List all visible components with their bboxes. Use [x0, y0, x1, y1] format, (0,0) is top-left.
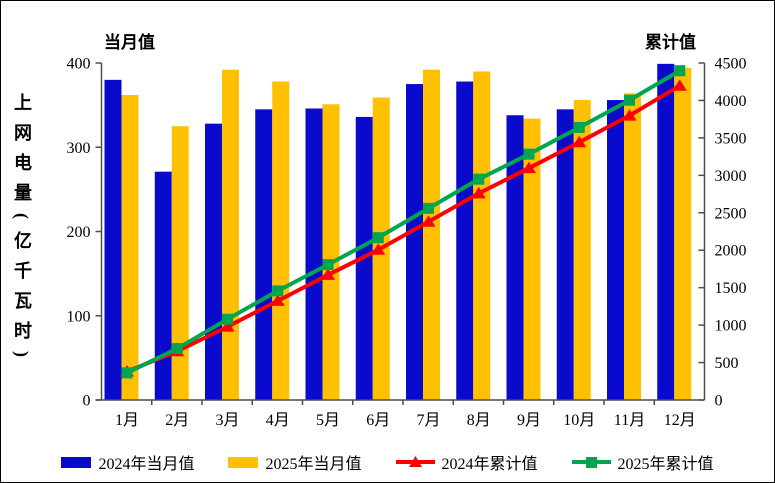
x-axis-label-m8: 8月 — [467, 412, 491, 429]
left-axis-tick-label: 100 — [67, 308, 91, 325]
left-axis-tick-label: 0 — [83, 393, 91, 410]
right-axis-tick-label: 2000 — [715, 243, 747, 260]
marker-2024-m9 — [522, 161, 536, 174]
x-axis-label-m12: 12月 — [664, 412, 696, 429]
marker-2025-m3 — [222, 313, 233, 325]
legend-swatch-2024-monthly-icon — [61, 456, 92, 468]
bar-2025-m11 — [624, 93, 641, 400]
bar-2024-m2 — [154, 171, 172, 400]
legend-item-2025-cumulative: 2025年累计值 — [571, 450, 714, 474]
chart-legend: 2024年当月值 2025年当月值 2024年累计值 2025年累计值 — [1, 450, 774, 474]
marker-2025-m12 — [674, 65, 686, 77]
marker-2024-m11 — [622, 109, 637, 121]
legend-label-2024-monthly: 2024年当月值 — [98, 456, 195, 473]
marker-2025-m7 — [423, 202, 434, 214]
bar-2024-m4 — [255, 109, 273, 401]
bar-2024-m3 — [205, 123, 222, 400]
right-axis-tick-label: 1500 — [715, 280, 747, 297]
bar-2024-m11 — [607, 100, 624, 400]
marker-2025-m1 — [121, 367, 133, 379]
x-axis-label-m2: 2月 — [165, 412, 189, 429]
x-axis-label-m5: 5月 — [316, 412, 340, 429]
marker-2024-m4 — [270, 294, 285, 306]
bar-2025-m12 — [674, 68, 692, 401]
marker-2025-m11 — [624, 94, 635, 106]
cumulative-line-2025 — [126, 68, 681, 375]
marker-2025-m5 — [322, 259, 334, 271]
legend-item-2024-cumulative: 2024年累计值 — [395, 450, 538, 474]
x-axis-label-m6: 6月 — [366, 412, 390, 429]
x-axis-label-m3: 3月 — [215, 412, 239, 429]
bar-2025-m10 — [573, 100, 591, 400]
right-axis-tick-label: 3000 — [715, 168, 747, 185]
bar-2025-m1 — [121, 95, 139, 400]
left-axis-tick-label: 200 — [67, 224, 91, 241]
marker-2025-m2 — [171, 343, 183, 355]
right-axis-tick-label: 0 — [715, 393, 723, 410]
legend-line-marker-2025-icon — [571, 455, 611, 469]
marker-2025-m6 — [372, 232, 384, 244]
bar-2025-m9 — [523, 118, 541, 400]
right-axis-tick-label: 500 — [715, 355, 739, 372]
marker-2025-m4 — [272, 285, 284, 297]
legend-label-2025-cumulative: 2025年累计值 — [617, 456, 714, 473]
legend-label-2025-monthly: 2025年当月值 — [265, 456, 362, 473]
x-axis-label-m4: 4月 — [266, 412, 290, 429]
x-axis-label-m11: 11月 — [614, 412, 645, 429]
right-axis-tick-label: 3500 — [715, 130, 747, 147]
right-axis-tick-label: 1000 — [715, 318, 747, 335]
left-axis-tick-label: 300 — [67, 140, 91, 157]
bar-2024-m10 — [556, 109, 574, 401]
marker-2025-m9 — [523, 148, 535, 160]
right-axis-corner-title: 累计值 — [645, 33, 696, 52]
marker-2024-m10 — [572, 135, 587, 148]
bar-2024-m8 — [456, 81, 474, 400]
bar-2025-m7 — [423, 69, 440, 401]
right-axis-tick-label: 4500 — [715, 56, 747, 73]
marker-2024-m3 — [220, 320, 235, 332]
legend-item-2025-monthly: 2025年当月值 — [228, 450, 362, 474]
cumulative-line-2024 — [126, 83, 681, 374]
marker-2024-m12 — [672, 79, 687, 91]
bar-2025-m8 — [473, 71, 491, 401]
legend-line-marker-2024-icon — [395, 455, 435, 469]
bar-2024-m12 — [657, 63, 675, 400]
bar-2025-m2 — [171, 126, 189, 400]
bar-2025-m3 — [222, 69, 239, 401]
bar-2024-m1 — [104, 79, 122, 400]
marker-2025-m10 — [573, 121, 585, 133]
x-axis-label-m10: 10月 — [563, 412, 595, 429]
bar-2025-m5 — [322, 104, 340, 400]
marker-2024-m6 — [371, 243, 386, 255]
left-axis-tick-label: 400 — [67, 56, 91, 73]
left-axis-corner-title: 当月值 — [104, 33, 155, 52]
bar-2024-m7 — [406, 84, 423, 400]
bar-2025-m4 — [272, 81, 290, 400]
bar-2024-m9 — [506, 115, 524, 401]
legend-swatch-2025-monthly-icon — [228, 456, 259, 468]
right-axis-tick-label: 4000 — [715, 93, 747, 110]
marker-2025-m8 — [473, 173, 485, 185]
bar-2024-m5 — [305, 108, 323, 401]
x-axis-label-m7: 7月 — [416, 412, 440, 429]
marker-2024-m5 — [321, 268, 335, 280]
y-axis-label: 上网电量(亿千瓦时) — [12, 93, 32, 369]
x-axis-label-m9: 9月 — [517, 412, 541, 429]
legend-label-2024-cumulative: 2024年累计值 — [441, 456, 538, 473]
legend-item-2024-monthly: 2024年当月值 — [61, 450, 194, 474]
right-axis-tick-label: 2500 — [715, 205, 747, 222]
marker-2024-m7 — [421, 215, 436, 227]
marker-2024-m8 — [471, 186, 486, 199]
x-axis-label-m1: 1月 — [115, 412, 139, 429]
